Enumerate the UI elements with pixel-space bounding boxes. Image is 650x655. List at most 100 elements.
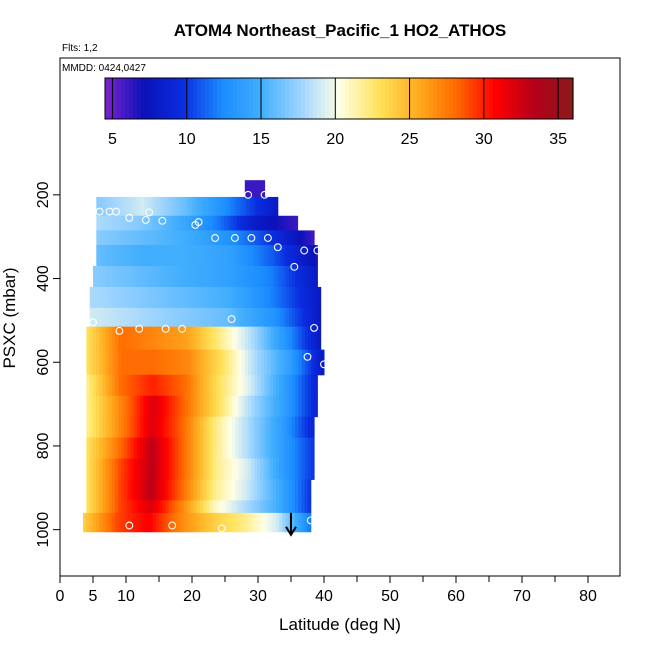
heatmap-cell (235, 349, 239, 376)
heatmap-cell (131, 230, 135, 246)
heatmap-cell (301, 286, 306, 309)
heatmap-cell (95, 479, 100, 501)
heatmap-cell (266, 512, 271, 533)
heatmap-cell (203, 374, 208, 397)
heatmap-cell (206, 395, 211, 418)
heatmap-cell (269, 374, 274, 397)
heatmap-cell (140, 437, 144, 460)
heatmap-cell (102, 395, 106, 418)
heatmap-cell (308, 349, 312, 376)
heatmap-cell (250, 512, 255, 533)
colorbar-swatch (517, 78, 522, 119)
heatmap-cell (269, 479, 274, 501)
sample-point (135, 324, 144, 333)
colorbar-swatch (521, 78, 526, 119)
heatmap-cell (140, 196, 145, 217)
heatmap-cell (203, 500, 207, 514)
heatmap-cell (191, 230, 195, 246)
heatmap-cell (168, 437, 173, 460)
colorbar-swatch (257, 78, 262, 119)
colorbar-swatch (157, 78, 162, 119)
heatmap-cell (159, 326, 163, 351)
colorbar-swatch (433, 78, 438, 119)
heatmap-cell (311, 307, 315, 328)
heatmap-cell (206, 326, 211, 351)
heatmap-cell (304, 307, 309, 328)
heatmap-cell (108, 512, 113, 533)
heatmap-cell (137, 374, 141, 397)
heatmap-cell (108, 245, 113, 267)
heatmap-cell (134, 196, 139, 217)
heatmap-cell (200, 286, 205, 309)
heatmap-cell (273, 395, 277, 418)
heatmap-cell (291, 458, 296, 480)
heatmap-cell (263, 326, 268, 351)
heatmap-cell (266, 326, 271, 351)
heatmap-cell (304, 479, 309, 501)
heatmap-cell (171, 500, 176, 514)
heatmap-cell (203, 437, 208, 460)
heatmap-cell (149, 458, 154, 480)
heatmap-cell (197, 307, 201, 328)
heatmap-cell (140, 500, 144, 514)
heatmap-cell (247, 395, 252, 418)
heatmap-cell (99, 500, 103, 514)
heatmap-cell (172, 215, 177, 231)
heatmap-cell (253, 180, 257, 198)
heatmap-cell (238, 479, 242, 501)
heatmap-cell (279, 245, 284, 267)
heatmap-cell (143, 416, 147, 439)
heatmap-cell (273, 349, 277, 376)
heatmap-cell (141, 215, 145, 231)
heatmap-cell (95, 437, 100, 460)
heatmap-cell (230, 196, 234, 217)
colorbar-swatch (493, 78, 498, 119)
colorbar-swatch (225, 78, 230, 119)
y-tick-label: 400 (35, 265, 52, 292)
heatmap-cell (276, 307, 281, 328)
heatmap-cell (181, 458, 185, 480)
heatmap-cell (288, 215, 292, 231)
colorbar-swatch (553, 78, 558, 119)
heatmap-cell (266, 349, 271, 376)
heatmap-cell (198, 215, 203, 231)
heatmap-cell (254, 395, 258, 418)
heatmap-cell (228, 479, 233, 501)
heatmap-cell (105, 416, 110, 439)
heatmap-cell (213, 230, 217, 246)
heatmap-cell (239, 196, 244, 217)
heatmap-cell (231, 458, 236, 480)
heatmap-cell (222, 349, 227, 376)
heatmap-cell (136, 500, 141, 514)
heatmap-cell (273, 307, 277, 328)
heatmap-cell (317, 326, 322, 351)
x-tick-label: 60 (447, 588, 465, 605)
sample-point (211, 234, 220, 242)
heatmap-cell (260, 326, 265, 351)
colorbar-swatch (133, 78, 138, 119)
heatmap-cell (118, 458, 122, 480)
heatmap-cell (99, 437, 103, 460)
heatmap-cell (219, 245, 224, 267)
heatmap-cell (200, 479, 204, 501)
heatmap-cell (159, 416, 163, 439)
x-tick-label: 0 (56, 588, 65, 605)
heatmap-cell (260, 437, 264, 460)
heatmap-cell (156, 286, 160, 309)
heatmap-cell (291, 437, 296, 460)
heatmap-cell (155, 512, 160, 533)
colorbar-swatch (185, 78, 190, 119)
heatmap-cell (241, 479, 245, 501)
heatmap-cell (247, 374, 252, 397)
heatmap-cell (112, 245, 116, 267)
heatmap-cell (232, 245, 236, 267)
heatmap-cell (105, 479, 110, 501)
heatmap-cell (179, 215, 184, 231)
heatmap-cell (279, 479, 283, 501)
heatmap-cell (155, 479, 160, 501)
heatmap-cell (140, 230, 145, 246)
heatmap-cell (184, 326, 189, 351)
heatmap-cell (134, 230, 138, 246)
heatmap-cell (244, 326, 249, 351)
sample-point (273, 243, 282, 252)
